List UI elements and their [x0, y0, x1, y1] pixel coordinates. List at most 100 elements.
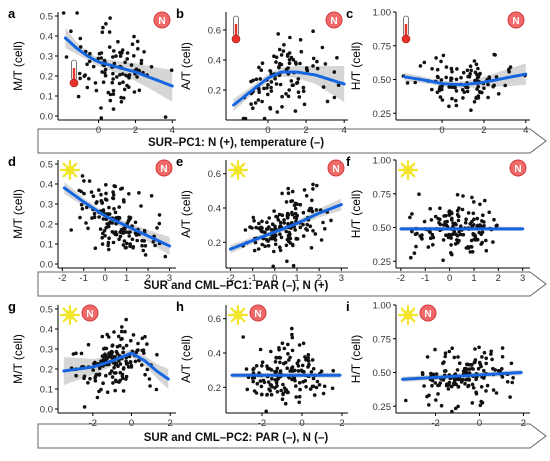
data-point: [434, 398, 438, 402]
x-tick-label: -2: [397, 273, 405, 284]
data-point: [285, 390, 290, 395]
data-point: [297, 343, 302, 347]
data-point: [447, 213, 452, 217]
data-point: [288, 236, 293, 241]
data-point: [290, 335, 295, 340]
data-point: [93, 81, 98, 85]
chart-panel-c: c H/T (cell) 0.25 0.50 0.75 1.00 0 2 4 N: [346, 6, 530, 136]
data-point: [101, 231, 105, 236]
data-point: [455, 67, 459, 71]
data-point: [260, 360, 265, 365]
data-point: [91, 368, 95, 372]
data-point: [332, 70, 337, 74]
sun-ray: [71, 171, 78, 178]
data-point: [251, 367, 255, 372]
data-point: [251, 106, 255, 110]
data-point: [252, 248, 257, 253]
data-point: [471, 367, 475, 371]
data-point: [122, 87, 127, 92]
data-point: [296, 364, 301, 368]
data-point: [108, 16, 112, 20]
data-point: [254, 391, 259, 395]
data-point: [286, 66, 290, 70]
data-point: [107, 351, 111, 355]
data-point: [265, 364, 269, 369]
data-point: [103, 352, 107, 357]
data-point: [115, 75, 119, 79]
data-point: [290, 348, 295, 353]
data-point: [114, 361, 119, 366]
data-point: [285, 366, 290, 371]
y-tick-label: 0.1: [40, 385, 53, 396]
data-point: [135, 75, 139, 79]
data-point: [94, 201, 98, 205]
data-point: [273, 369, 277, 374]
data-point: [304, 227, 308, 231]
x-tick-label: -2: [58, 273, 66, 284]
data-point: [76, 94, 81, 99]
sun-ray: [409, 307, 416, 314]
y-tick-label: 0.2: [208, 86, 221, 97]
data-point: [310, 209, 315, 214]
data-point: [449, 210, 454, 215]
data-point: [260, 99, 264, 104]
data-point: [301, 210, 306, 215]
data-point: [104, 22, 108, 26]
data-point: [117, 205, 121, 209]
data-point: [438, 381, 443, 385]
x-tick-label: 1: [471, 273, 476, 284]
data-point: [120, 374, 125, 378]
y-axis-label: M/T (cell): [11, 189, 25, 239]
badge-label: N: [158, 16, 165, 27]
data-point: [456, 355, 460, 359]
chart-panel-d: d M/T (cell) 0.0 0.1 0.2 0.3 0.4 0.5 -2 -1 0 1 2 3 N: [8, 154, 176, 284]
fit-line: [401, 371, 523, 381]
data-point: [301, 341, 306, 346]
data-point: [99, 106, 103, 110]
data-point: [110, 343, 115, 348]
data-point: [274, 380, 279, 385]
badge-label: N: [254, 309, 261, 320]
data-point: [306, 359, 311, 363]
data-point: [100, 242, 105, 246]
data-point: [484, 248, 489, 253]
data-point: [123, 60, 127, 65]
data-point: [110, 375, 115, 379]
data-point: [321, 391, 326, 396]
data-point: [319, 369, 324, 374]
data-point: [420, 371, 425, 375]
data-point: [113, 388, 117, 393]
sun-ray: [62, 171, 69, 178]
data-point: [263, 230, 267, 235]
data-point: [457, 377, 462, 381]
data-point: [243, 228, 248, 232]
data-point: [94, 88, 99, 93]
data-point: [500, 375, 505, 379]
data-point: [254, 225, 258, 230]
data-point: [241, 116, 246, 121]
nitrogen-badge-icon: N: [153, 11, 171, 29]
data-point: [335, 56, 339, 60]
data-point: [484, 389, 488, 393]
data-point: [444, 65, 449, 69]
data-point: [454, 77, 459, 82]
data-point: [451, 381, 456, 386]
data-point: [111, 77, 115, 81]
data-point: [137, 88, 142, 93]
data-point: [103, 71, 107, 75]
confidence-band: [65, 28, 173, 102]
data-point: [279, 388, 284, 393]
scatter-points: [241, 182, 333, 269]
data-point: [286, 212, 291, 217]
data-point: [116, 39, 120, 44]
data-point: [433, 381, 438, 385]
data-point: [482, 224, 486, 228]
data-point: [290, 212, 295, 217]
data-point: [463, 382, 467, 386]
y-tick-label: 0.2: [208, 383, 221, 394]
data-point: [478, 202, 482, 207]
data-point: [266, 92, 270, 97]
data-point: [142, 351, 146, 355]
data-point: [507, 70, 511, 74]
